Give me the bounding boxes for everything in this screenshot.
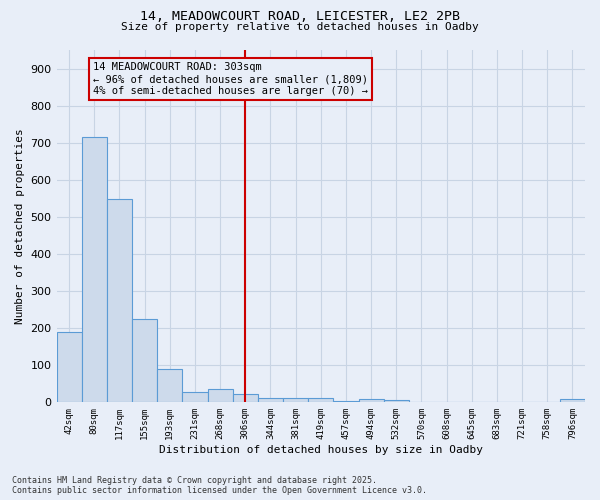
Bar xyxy=(233,394,258,402)
Text: 14 MEADOWCOURT ROAD: 303sqm
← 96% of detached houses are smaller (1,809)
4% of s: 14 MEADOWCOURT ROAD: 303sqm ← 96% of det… xyxy=(93,62,368,96)
Text: Contains HM Land Registry data © Crown copyright and database right 2025.
Contai: Contains HM Land Registry data © Crown c… xyxy=(12,476,427,495)
Bar xyxy=(283,398,308,402)
Bar xyxy=(132,319,157,402)
Bar xyxy=(560,398,585,402)
Bar xyxy=(82,137,107,402)
Bar xyxy=(258,398,283,402)
Bar xyxy=(359,398,383,402)
Bar xyxy=(182,392,208,402)
Y-axis label: Number of detached properties: Number of detached properties xyxy=(15,128,25,324)
X-axis label: Distribution of detached houses by size in Oadby: Distribution of detached houses by size … xyxy=(159,445,483,455)
Text: Size of property relative to detached houses in Oadby: Size of property relative to detached ho… xyxy=(121,22,479,32)
Bar xyxy=(383,400,409,402)
Bar xyxy=(56,332,82,402)
Bar xyxy=(107,199,132,402)
Bar xyxy=(308,398,334,402)
Bar xyxy=(334,401,359,402)
Bar xyxy=(157,369,182,402)
Bar xyxy=(208,388,233,402)
Text: 14, MEADOWCOURT ROAD, LEICESTER, LE2 2PB: 14, MEADOWCOURT ROAD, LEICESTER, LE2 2PB xyxy=(140,10,460,23)
